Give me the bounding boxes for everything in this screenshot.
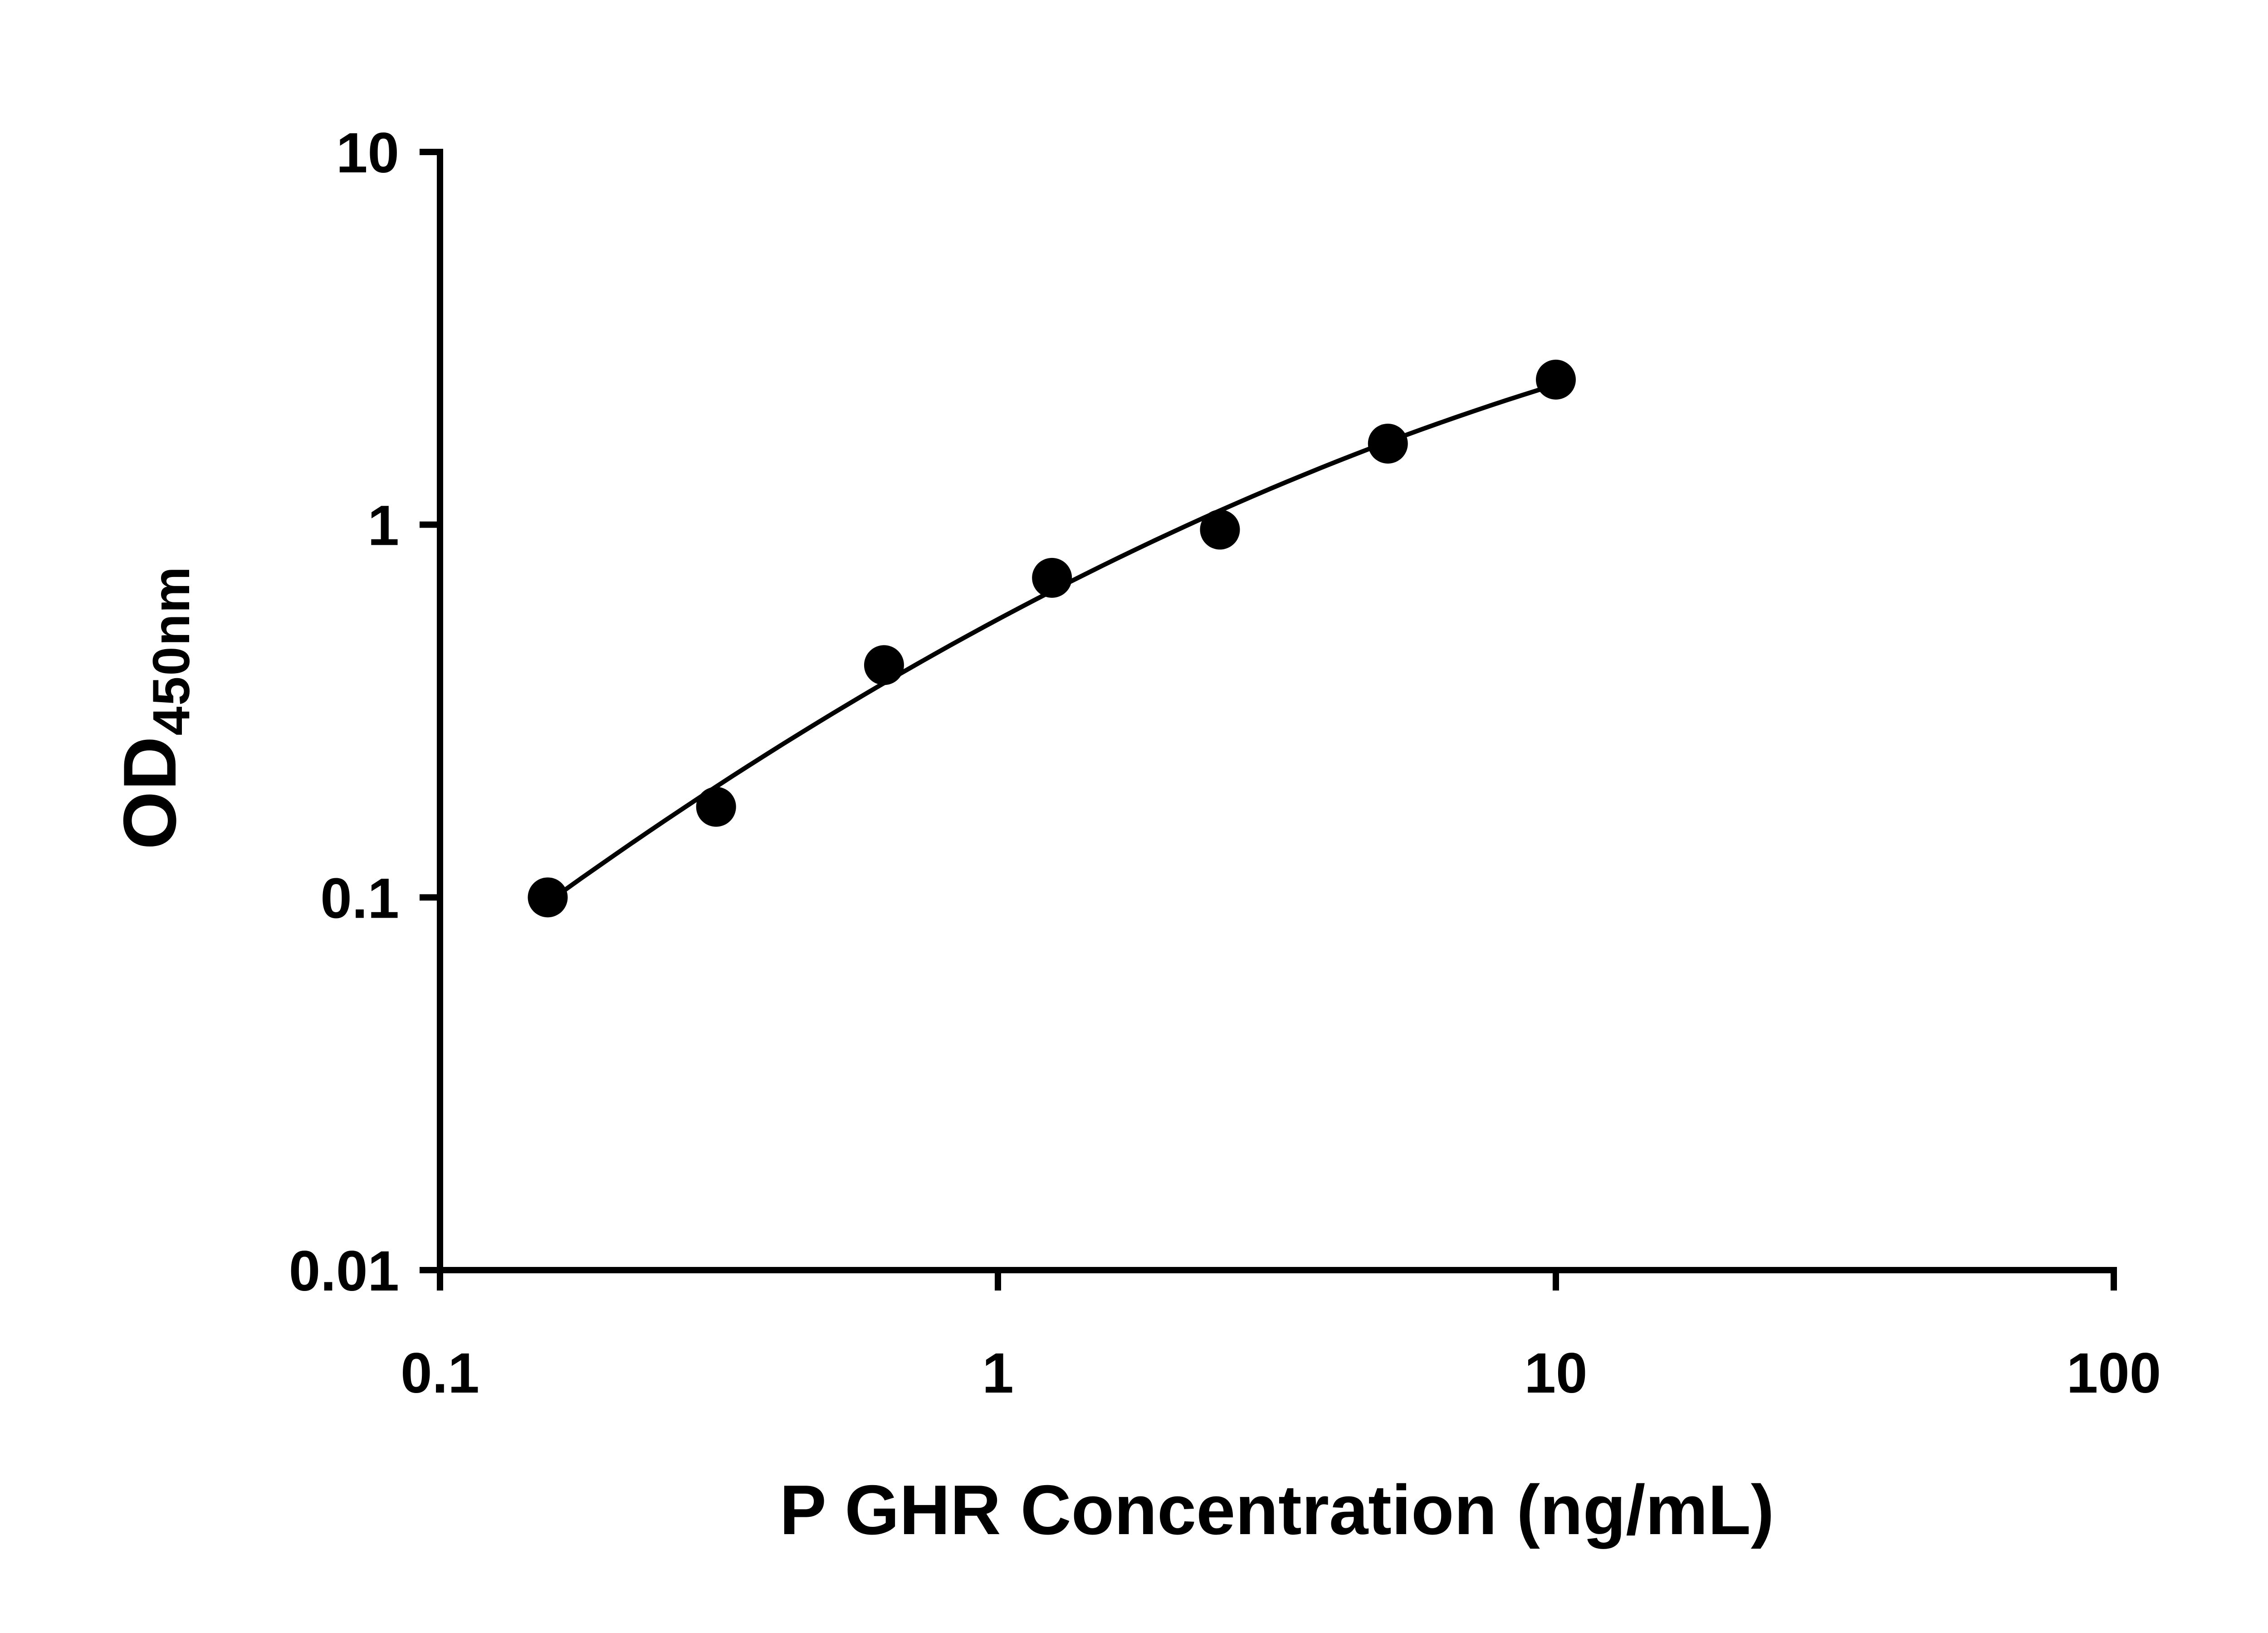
y-tick-label: 0.01 — [289, 1240, 399, 1303]
data-point — [528, 877, 568, 918]
y-axis-title-sub: 450nm — [142, 566, 200, 736]
data-point — [1032, 557, 1072, 598]
y-tick-label: 0.1 — [320, 867, 399, 930]
fit-curve — [545, 382, 1558, 905]
x-tick-label: 0.1 — [401, 1342, 479, 1405]
data-point — [696, 787, 736, 827]
x-tick-label: 10 — [1524, 1342, 1587, 1405]
y-tick-label: 10 — [336, 122, 399, 185]
data-point — [1368, 423, 1408, 464]
x-tick-label: 1 — [982, 1342, 1014, 1405]
data-point — [1200, 509, 1240, 550]
y-tick-label: 1 — [367, 494, 399, 557]
x-tick-label: 100 — [2067, 1342, 2161, 1405]
data-point — [1536, 359, 1576, 400]
y-axis-title: OD450nm — [107, 566, 201, 850]
data-point — [864, 645, 904, 685]
x-axis-title: P GHR Concentration (ng/mL) — [779, 1471, 1774, 1549]
y-axis-title-main: OD — [108, 735, 191, 850]
